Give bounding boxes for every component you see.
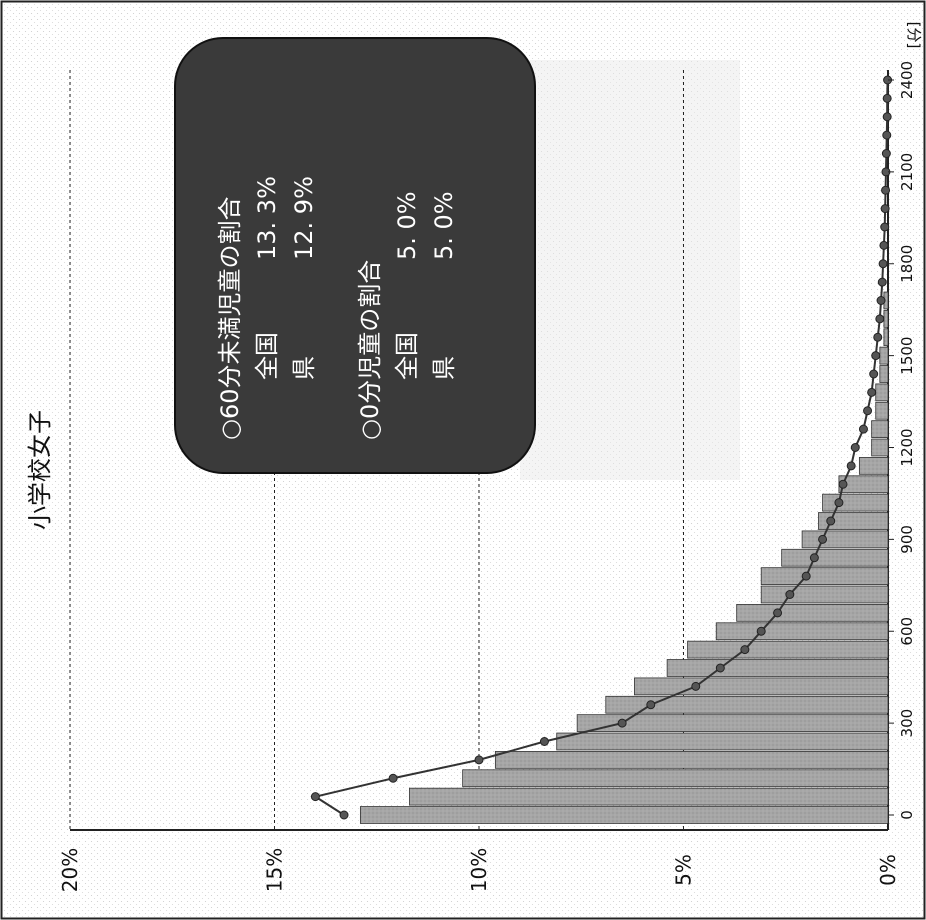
line-point (756, 626, 766, 636)
bar (494, 751, 889, 769)
y-tick-label: 0% (876, 854, 900, 886)
line-point (881, 185, 891, 195)
line-point (834, 498, 844, 508)
line-point (850, 443, 860, 452)
line-point (858, 424, 868, 434)
line-point (617, 718, 627, 728)
bar (875, 401, 889, 420)
line-point (881, 149, 891, 158)
x-tick-label: 2400 (898, 61, 916, 99)
line-point (310, 792, 320, 802)
info-row1-value: 13. 3% (253, 176, 281, 260)
bar (715, 622, 889, 641)
bar (605, 695, 889, 714)
line-point (879, 240, 889, 250)
info-box: ○60分未満児童の割合 全国 13. 3% 県 12. 9% ○0分児童の割合 … (174, 37, 536, 474)
info-heading-0min: ○0分児童の割合 (356, 260, 384, 440)
line-point (882, 112, 892, 122)
line-point (878, 259, 888, 269)
x-tick-label: 900 (898, 525, 916, 554)
x-axis-ticks: 0 300 600 900 1200 1500 1800 2100 2400 (888, 61, 916, 820)
line-point (880, 204, 890, 214)
line-point (773, 608, 783, 618)
x-axis-unit-label: [分] (905, 22, 923, 49)
line-point (838, 479, 848, 489)
bar (875, 383, 889, 402)
line-point (863, 406, 873, 416)
bar (409, 787, 889, 806)
bar (883, 310, 889, 328)
y-tick-label: 5% (672, 854, 696, 886)
info-box-background (174, 37, 536, 474)
line-point (740, 645, 750, 655)
x-tick-label: 2100 (898, 153, 916, 191)
line-series-group (310, 75, 893, 820)
line-point (871, 351, 881, 361)
line-point (875, 314, 885, 324)
line-point (809, 553, 819, 563)
line-point (801, 571, 811, 581)
chart-title: 小学校女子 (26, 410, 54, 530)
info-row2-label: 県 (290, 356, 318, 380)
bar (634, 677, 889, 696)
line-point (388, 773, 398, 783)
line-point (882, 93, 892, 103)
line-point (474, 755, 484, 765)
x-tick-label: 1200 (898, 428, 916, 466)
bar (822, 493, 889, 512)
line-point (877, 277, 887, 287)
y-tick-label: 10% (467, 848, 491, 892)
bars-group (359, 291, 889, 824)
y-axis-ticks: 0% 5% 10% 15% 20% (58, 848, 900, 892)
info-row3-label: 全国 (393, 332, 421, 380)
info-row4-value: 5. 0% (430, 191, 458, 260)
line-point (846, 461, 856, 471)
line-point (873, 332, 883, 342)
bar (879, 365, 889, 383)
bar (871, 438, 889, 457)
bar (462, 769, 889, 788)
bar (879, 346, 889, 365)
line-point (339, 810, 349, 820)
y-tick-label: 20% (58, 848, 82, 892)
line-point (818, 534, 828, 544)
bar (666, 659, 889, 677)
bar (818, 512, 889, 530)
bar (556, 732, 889, 751)
line-point (646, 700, 656, 710)
info-row4-label: 県 (430, 356, 458, 380)
line-point (826, 516, 836, 526)
line-point (691, 681, 701, 691)
info-heading-60min: ○60分未満児童の割合 (216, 197, 244, 440)
x-tick-label: 600 (898, 617, 916, 646)
bar (781, 548, 889, 567)
bar (858, 457, 889, 475)
bar (871, 420, 889, 438)
line-point (539, 737, 549, 746)
x-tick-label: 0 (898, 810, 916, 820)
x-tick-label: 1500 (898, 337, 916, 375)
line-point (867, 387, 877, 397)
x-tick-label: 1800 (898, 245, 916, 283)
bar (760, 585, 889, 604)
bar (760, 567, 889, 585)
info-row2-value: 12. 9% (290, 176, 318, 260)
bar (883, 328, 889, 347)
info-row1-label: 全国 (253, 332, 281, 380)
background-shading (520, 60, 740, 480)
y-tick-label: 15% (263, 848, 287, 892)
line-point (882, 130, 892, 140)
bar (359, 806, 889, 824)
bar (736, 604, 889, 622)
bar (687, 640, 889, 659)
x-tick-label: 300 (898, 709, 916, 738)
line-point (715, 663, 725, 673)
line-point (876, 296, 886, 305)
line-point (869, 369, 879, 379)
line-point (785, 590, 795, 599)
bar (801, 530, 889, 549)
info-row3-value: 5. 0% (393, 191, 421, 260)
line-point (880, 222, 890, 232)
